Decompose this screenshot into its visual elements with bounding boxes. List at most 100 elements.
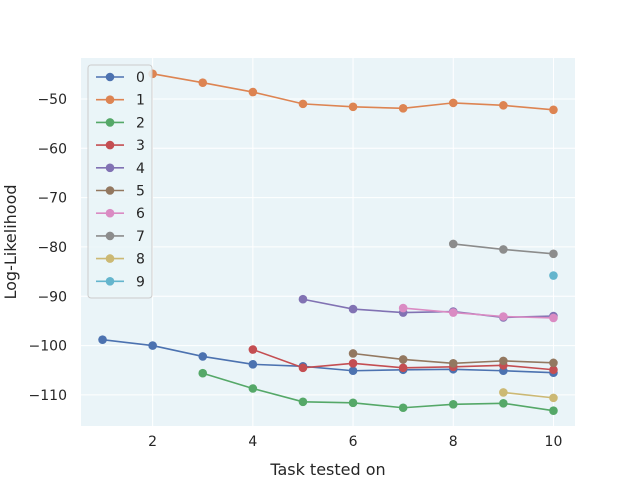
data-point [298,99,308,109]
data-point [448,308,458,317]
x-axis-label: Task tested on [269,460,385,479]
data-point [148,341,157,350]
legend-marker [105,95,115,104]
data-point [198,352,208,361]
legend-label: 5 [136,184,145,200]
data-point [398,403,408,413]
series-3 [248,345,558,375]
y-tick-label: −60 [37,141,67,157]
legend-item-9: 9 [96,274,145,290]
series-5 [348,349,558,368]
y-tick-label: −70 [37,191,67,207]
legend-marker [105,72,115,82]
data-point [499,312,508,321]
legend-marker [105,118,115,127]
legend-marker [105,277,115,286]
data-point [348,398,358,408]
legend-label: 7 [136,229,145,245]
legend-marker [105,140,115,150]
y-tick-label: −100 [29,339,67,355]
data-point [198,78,208,87]
legend-item-2: 2 [96,115,145,131]
data-point [398,355,408,364]
y-tick-label: −50 [37,92,67,108]
data-point [298,397,308,407]
series-1 [148,69,558,115]
legend-label: 3 [136,138,145,154]
legend-label: 0 [136,70,145,86]
legend: 0 1 2 3 4 5 6 7 8 9 [87,64,153,299]
x-tick-label: 4 [248,434,257,450]
tick-labels: 2 4 6 8 10 −110 −100 −90 −80 −70 −60 −50 [29,92,563,450]
series-line-2 [202,372,554,412]
legend-item-8: 8 [96,252,145,268]
data-point [499,101,508,110]
data-point [549,393,558,403]
data-point [549,365,558,375]
data-point [549,271,558,280]
data-point [398,104,408,113]
series-7 [448,239,558,259]
data-point [348,359,358,368]
legend-item-7: 7 [96,229,145,245]
data-point [448,359,458,368]
legend-item-4: 4 [96,161,145,177]
data-point [248,360,258,369]
x-tick-label: 6 [349,434,358,450]
data-point [98,335,107,344]
series-2 [198,368,558,416]
legend-item-1: 1 [96,93,145,109]
y-tick-label: −80 [37,240,67,256]
y-tick-label: −90 [37,289,67,305]
data-point [549,105,558,115]
plot-area [81,58,575,426]
legend-label: 2 [136,115,145,131]
y-tick-label: −110 [29,388,67,404]
data-point [398,303,408,313]
data-point [549,406,558,416]
x-tick-label: 2 [148,434,157,450]
legend-item-5: 5 [96,184,145,200]
legend-marker [105,231,115,241]
legend-label: 8 [136,252,145,268]
legend-marker [105,186,115,195]
series-line-6 [403,307,554,319]
data-point [499,399,508,408]
data-point [298,363,308,373]
data-point [499,245,508,254]
legend-item-3: 3 [96,138,145,154]
data-point [549,313,558,323]
series-8 [499,388,558,403]
data-point [348,366,358,376]
data-point [348,102,358,112]
data-point [348,349,358,358]
legend-label: 1 [136,93,145,109]
data-point [198,368,208,378]
legend-box [87,64,153,299]
data-point [499,356,508,366]
legend-marker [105,208,115,218]
legend-marker [105,163,115,173]
legend-label: 9 [136,274,145,290]
data-point [549,358,558,368]
series-layer [98,69,558,416]
data-point [348,304,358,314]
x-tick-label: 10 [545,434,563,450]
legend-item-0: 0 [96,70,145,86]
series-6 [398,303,558,323]
legend-label: 4 [136,161,145,177]
data-point [549,249,558,259]
legend-item-6: 6 [96,206,145,222]
data-point [398,363,408,373]
data-point [448,98,458,108]
data-point [248,87,258,97]
data-point [448,239,458,249]
legend-marker [105,254,115,263]
data-point [248,345,258,354]
series-9 [549,271,558,280]
data-point [248,384,258,393]
data-point [499,388,508,397]
y-axis-label: Log-Likelihood [1,184,20,299]
